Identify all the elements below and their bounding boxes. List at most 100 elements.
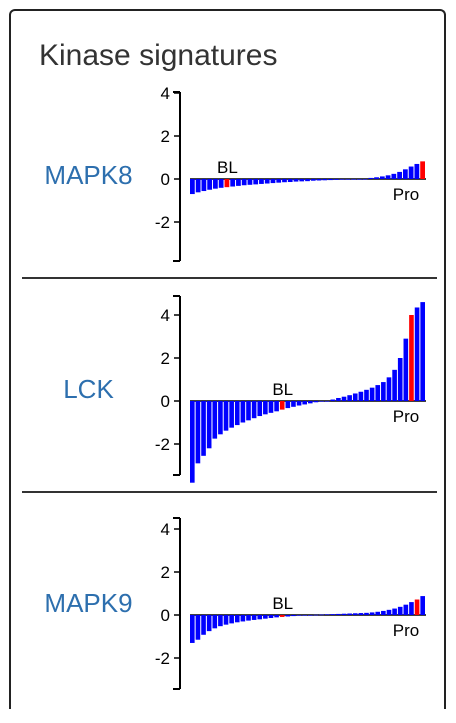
data-bar xyxy=(207,179,213,190)
data-bar xyxy=(257,615,263,620)
data-bar xyxy=(347,613,352,615)
data-bar xyxy=(201,615,206,635)
data-bar xyxy=(333,179,339,180)
highlight-bar xyxy=(420,161,425,179)
data-bar xyxy=(229,401,234,428)
data-bar xyxy=(336,397,341,401)
data-bar xyxy=(268,401,274,413)
data-bar xyxy=(386,377,392,401)
card-title: Kinase signatures xyxy=(39,39,278,72)
data-bar xyxy=(369,612,375,615)
mapk8-bar-chart: 4 2 0 -2 BL Pro xyxy=(155,84,426,262)
data-bar xyxy=(379,176,385,179)
data-bar xyxy=(352,613,358,615)
data-bar xyxy=(364,612,369,615)
data-bar xyxy=(403,604,409,615)
data-bar xyxy=(420,596,425,615)
data-bar xyxy=(414,163,420,179)
data-bar xyxy=(274,615,279,618)
y-tick-label: -2 xyxy=(155,649,170,668)
y-tick-label: -2 xyxy=(155,435,170,454)
highlight-bar xyxy=(224,179,230,188)
bl-label: BL xyxy=(217,158,238,177)
data-bar xyxy=(302,615,307,616)
data-bar xyxy=(375,385,381,401)
data-bar xyxy=(218,179,224,188)
kinase-label: MAPK8 xyxy=(44,160,133,190)
signature-row-mapk8: MAPK8 4 2 0 -2 BL Pro xyxy=(22,81,455,295)
data-bar xyxy=(341,396,347,401)
row-divider xyxy=(22,491,437,493)
lck-bar-chart: 4 2 0 -2 BL Pro xyxy=(155,295,426,483)
pro-label: Pro xyxy=(393,185,419,204)
data-bar xyxy=(251,615,257,620)
data-bar xyxy=(263,401,268,415)
data-bar xyxy=(246,615,251,621)
row-divider xyxy=(22,277,437,279)
data-bar xyxy=(276,179,282,183)
pro-label: Pro xyxy=(393,621,419,640)
data-bar xyxy=(330,399,336,401)
data-bar xyxy=(263,615,268,619)
data-bar xyxy=(347,395,352,401)
data-bar xyxy=(246,401,251,421)
data-bar xyxy=(229,615,234,624)
y-tick-label: 4 xyxy=(161,306,170,325)
data-bar xyxy=(264,179,270,184)
data-bar xyxy=(402,169,408,179)
data-bar xyxy=(339,179,345,180)
data-bar xyxy=(397,171,402,179)
data-bar xyxy=(369,387,375,401)
data-bar xyxy=(368,177,374,179)
bl-label: BL xyxy=(272,594,293,613)
data-bar xyxy=(352,393,358,401)
data-bar xyxy=(296,615,302,616)
mapk9-bar-chart: 4 2 0 -2 BL Pro xyxy=(155,517,426,690)
data-bar xyxy=(223,401,229,431)
data-bar xyxy=(364,389,369,401)
data-bar xyxy=(253,179,259,185)
data-bar xyxy=(308,401,313,404)
data-bar xyxy=(257,401,263,417)
data-bar xyxy=(324,401,330,402)
data-bar xyxy=(328,179,333,181)
data-bar xyxy=(330,614,336,615)
y-tick-label: 0 xyxy=(161,170,170,189)
data-bar xyxy=(201,179,207,192)
data-bar xyxy=(362,179,368,180)
data-bar xyxy=(218,401,223,435)
data-bar xyxy=(234,615,240,623)
y-tick-label: 2 xyxy=(161,349,170,368)
data-bar xyxy=(414,307,420,401)
data-bar xyxy=(358,613,364,615)
data-bar xyxy=(218,615,223,627)
data-bar xyxy=(270,179,276,184)
data-bar xyxy=(392,608,397,615)
data-bar xyxy=(285,401,291,409)
data-bar xyxy=(420,302,425,401)
data-bar xyxy=(408,166,414,179)
data-bar xyxy=(212,401,218,439)
y-tick-label: 2 xyxy=(161,127,170,146)
data-bar xyxy=(374,177,379,179)
data-bar xyxy=(230,179,236,187)
data-bar xyxy=(236,179,241,186)
data-bar xyxy=(282,179,287,183)
y-tick-label: 4 xyxy=(161,84,170,103)
signature-row-mapk9: MAPK9 4 2 0 -2 BL Pro xyxy=(22,509,455,723)
data-bar xyxy=(195,401,201,464)
data-bar xyxy=(351,179,356,180)
data-bar xyxy=(358,391,364,401)
data-bar xyxy=(234,401,240,426)
data-bar xyxy=(241,179,247,186)
data-bar xyxy=(319,401,324,402)
data-bar xyxy=(341,613,347,615)
data-bar xyxy=(316,179,322,181)
data-bar xyxy=(381,382,386,401)
data-bar xyxy=(287,179,293,183)
kinase-label: MAPK9 xyxy=(44,588,133,618)
data-bar xyxy=(356,179,362,180)
data-bar xyxy=(302,401,307,405)
pro-label: Pro xyxy=(393,407,419,426)
data-bar xyxy=(240,615,246,622)
